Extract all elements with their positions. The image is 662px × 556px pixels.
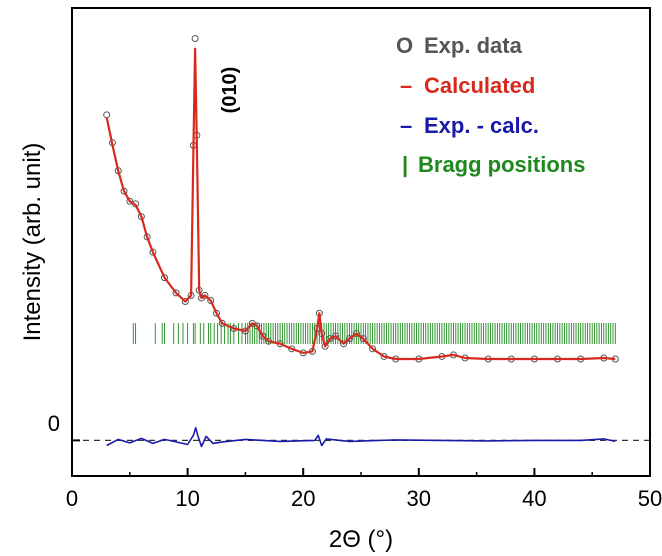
exp-data-point: [201, 291, 209, 299]
exp-data-point: [253, 322, 261, 330]
exp-data-point: [345, 335, 353, 343]
x-tick-label: 20: [291, 486, 315, 511]
bragg-position-ticks: [132, 323, 616, 344]
x-tick-label: 30: [407, 486, 431, 511]
x-axis: 0 10 20 30 40 50: [66, 439, 662, 511]
exp-data-point: [191, 35, 199, 43]
legend-calc-symbol: –: [400, 73, 412, 98]
calculated-line: [105, 47, 616, 361]
x-tick-label: 40: [522, 486, 546, 511]
exp-data-point: [326, 335, 334, 343]
exp-data-point: [207, 297, 215, 304]
x-tick-label: 10: [175, 486, 199, 511]
legend-diff-symbol: –: [400, 113, 412, 138]
x-axis-title: 2Θ (°): [329, 526, 393, 553]
legend-diff-label: Exp. - calc.: [424, 113, 539, 138]
exp-data-point: [218, 319, 226, 327]
legend-calc-label: Calculated: [424, 73, 535, 98]
exp-data-point: [352, 330, 360, 338]
legend-exp-label: Exp. data: [424, 33, 523, 58]
exp-data-point: [259, 332, 267, 340]
plot-frame: [71, 7, 651, 477]
x-tick-label: 0: [66, 486, 78, 511]
difference-line: [106, 426, 616, 448]
y-axis-title: Intensity (arb. unit): [19, 143, 46, 342]
legend: O Exp. data – Calculated – Exp. - calc. …: [396, 33, 585, 177]
exp-data-point: [359, 335, 367, 343]
exp-data-point: [213, 309, 220, 317]
exp-data-point: [340, 340, 348, 348]
exp-data-point: [181, 298, 189, 306]
peak-annotation-010: (010): [219, 67, 241, 114]
legend-bragg-symbol: |: [402, 152, 408, 177]
exp-data-point: [172, 289, 180, 297]
exp-data-point: [126, 197, 134, 205]
exp-data-point: [332, 332, 340, 340]
y-tick-label-zero: 0: [48, 411, 60, 436]
exp-data-point: [103, 111, 111, 119]
x-tick-label: 50: [638, 486, 662, 511]
legend-exp-symbol: O: [396, 33, 413, 58]
data-series: [103, 35, 619, 448]
exp-data-point: [160, 274, 168, 282]
exp-data-point: [369, 345, 377, 353]
legend-bragg-label: Bragg positions: [418, 152, 585, 177]
